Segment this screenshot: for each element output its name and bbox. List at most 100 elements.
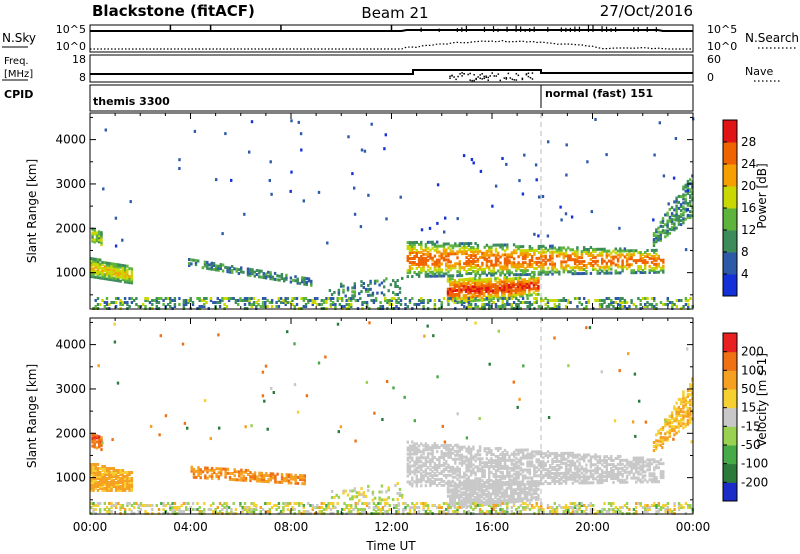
velocity-cell bbox=[578, 477, 581, 481]
velocity-cell bbox=[417, 478, 421, 482]
velocity-cell bbox=[682, 422, 685, 426]
power-cell bbox=[492, 267, 495, 271]
velocity-cell bbox=[506, 466, 509, 470]
velocity-cell bbox=[673, 405, 676, 409]
velocity-cell bbox=[483, 489, 486, 493]
velocity-cell bbox=[221, 504, 224, 507]
power-cell bbox=[462, 282, 465, 286]
velocity-cell bbox=[659, 458, 663, 462]
velocity-cell bbox=[589, 475, 593, 479]
power-cell bbox=[512, 295, 515, 299]
power-cell bbox=[231, 265, 234, 268]
velocity-cell bbox=[492, 473, 495, 476]
velocity-cell bbox=[128, 477, 131, 480]
velocity-cell bbox=[637, 462, 640, 466]
velocity-cell bbox=[285, 475, 288, 479]
velocity-cell bbox=[639, 480, 642, 484]
power-cell bbox=[299, 132, 303, 136]
power-cell bbox=[465, 242, 468, 246]
velocity-cell bbox=[583, 467, 586, 471]
velocity-cell bbox=[420, 456, 423, 460]
velocity-cell bbox=[516, 493, 520, 497]
power-cell bbox=[408, 299, 412, 302]
velocity-cell bbox=[249, 475, 252, 479]
velocity-cell bbox=[569, 473, 572, 477]
velocity-cell bbox=[467, 467, 470, 471]
power-cell bbox=[646, 305, 649, 308]
velocity-cell bbox=[494, 469, 498, 472]
power-cell bbox=[639, 251, 642, 255]
velocity-cell bbox=[675, 401, 678, 405]
power-cell bbox=[121, 238, 124, 242]
power-cell bbox=[653, 258, 656, 262]
velocity-cell bbox=[458, 481, 461, 485]
nave-point bbox=[449, 77, 451, 79]
power-cell bbox=[269, 273, 272, 277]
power-cell bbox=[473, 291, 477, 294]
power-cell bbox=[601, 257, 604, 261]
power-cell bbox=[546, 299, 550, 302]
power-cell bbox=[119, 273, 122, 277]
velocity-cell bbox=[191, 508, 195, 511]
velocity-cell bbox=[605, 459, 608, 463]
velocity-cell bbox=[460, 483, 463, 487]
power-cell bbox=[388, 303, 391, 306]
power-cell bbox=[516, 280, 520, 284]
velocity-cell bbox=[485, 457, 489, 461]
power-cell bbox=[505, 289, 508, 293]
velocity-cell bbox=[540, 466, 543, 470]
nave-point bbox=[487, 76, 489, 79]
power-cell bbox=[569, 254, 572, 258]
power-cell bbox=[424, 242, 428, 246]
power-cell bbox=[449, 293, 452, 297]
power-cell bbox=[130, 275, 134, 279]
power-cell bbox=[353, 284, 356, 288]
velocity-cell bbox=[100, 436, 103, 440]
velocity-cell bbox=[535, 488, 538, 492]
power-cell bbox=[433, 254, 437, 258]
velocity-cell bbox=[592, 477, 595, 481]
power-cell bbox=[508, 259, 511, 263]
power-cell bbox=[551, 250, 554, 254]
velocity-cell bbox=[151, 508, 154, 511]
power-cell bbox=[655, 256, 658, 260]
velocity-cell bbox=[431, 480, 434, 484]
power-cell bbox=[473, 279, 477, 283]
velocity-cell bbox=[94, 483, 97, 486]
velocity-cell bbox=[92, 485, 95, 488]
velocity-cell bbox=[91, 440, 94, 444]
power-cell bbox=[471, 279, 474, 283]
power-cell bbox=[503, 282, 506, 286]
nave-point bbox=[495, 75, 498, 77]
velocity-cell bbox=[549, 470, 552, 474]
velocity-cell bbox=[173, 508, 177, 511]
power-cell bbox=[564, 250, 568, 254]
velocity-cell bbox=[440, 454, 443, 457]
velocity-cell bbox=[514, 488, 517, 492]
power-cell bbox=[598, 305, 602, 308]
velocity-cell bbox=[467, 445, 470, 449]
velocity-cell bbox=[204, 476, 207, 480]
velocity-cell bbox=[451, 496, 454, 500]
power-cell bbox=[657, 236, 660, 240]
power-cell bbox=[530, 257, 534, 260]
power-cell bbox=[686, 201, 690, 205]
power-cell bbox=[549, 299, 552, 302]
velocity-cell bbox=[560, 465, 563, 469]
power-cell bbox=[653, 270, 656, 274]
velocity-cell bbox=[510, 474, 513, 478]
velocity-cell bbox=[610, 469, 613, 472]
power-cell bbox=[406, 271, 409, 275]
power-cell bbox=[408, 241, 412, 245]
velocity-cell bbox=[280, 477, 284, 480]
velocity-cell bbox=[526, 480, 529, 484]
velocity-cell bbox=[121, 481, 125, 484]
velocity-cell bbox=[490, 457, 493, 461]
power-cell bbox=[411, 267, 414, 270]
power-cell bbox=[264, 305, 267, 308]
velocity-cell bbox=[424, 444, 428, 448]
power-cell bbox=[422, 252, 425, 256]
velocity-cell bbox=[451, 469, 455, 473]
power-cell bbox=[601, 249, 604, 253]
power-cell bbox=[521, 192, 525, 196]
